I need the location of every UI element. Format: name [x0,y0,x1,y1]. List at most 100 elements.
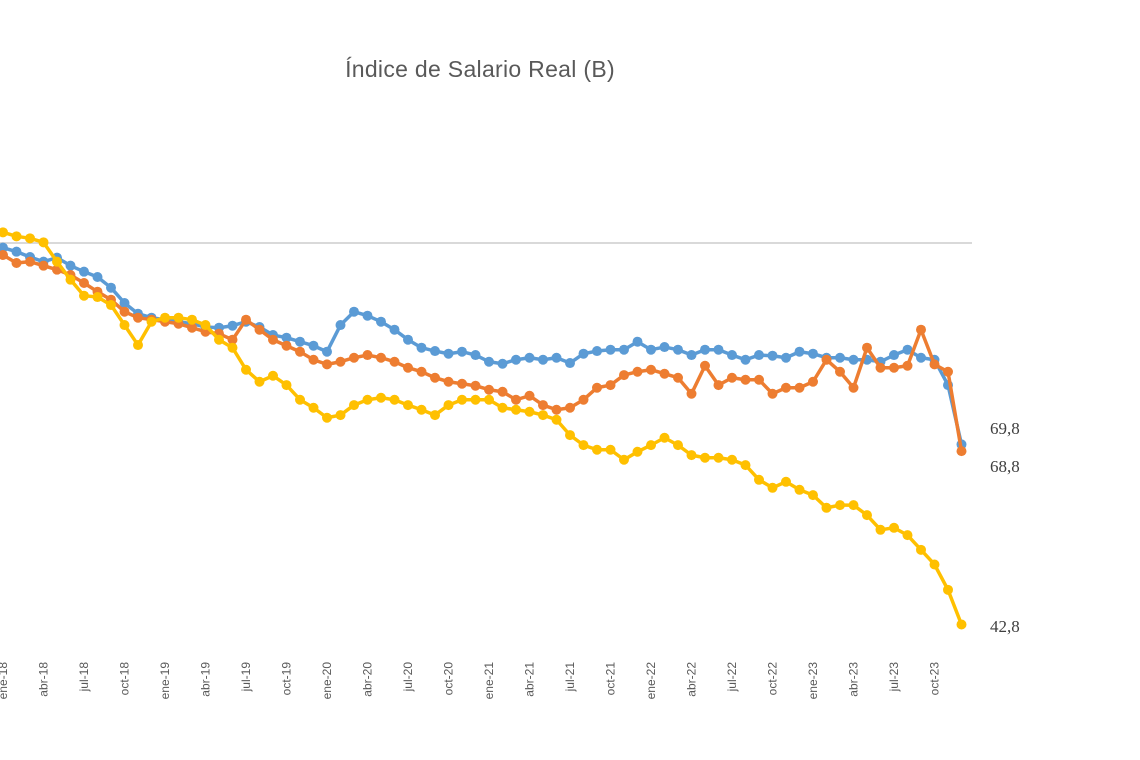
data-point-s2-33 [443,400,454,411]
data-point-s0-56 [754,350,764,361]
series-line-2 [2,230,964,626]
data-point-s0-22 [295,336,305,347]
data-point-s1-28 [376,352,386,363]
data-point-s1-6 [79,278,89,289]
data-point-s2-37 [497,402,508,413]
data-point-s1-43 [578,394,589,405]
data-point-s2-16 [214,334,224,345]
data-point-s1-27 [362,350,373,361]
data-point-s2-5 [65,274,76,285]
data-point-s1-38 [511,394,521,405]
data-point-s2-44 [592,444,602,455]
data-point-s2-22 [295,394,305,405]
data-point-s2-45 [605,444,616,455]
data-point-s0-58 [781,352,791,363]
x-tick-label: ene-23 [806,662,820,700]
data-point-s1-54 [727,372,737,383]
data-point-s2-60 [808,490,818,501]
data-point-s0-29 [389,324,400,335]
data-point-s1-61 [821,354,832,365]
data-point-s0-54 [727,350,737,361]
data-point-s2-1 [11,231,22,242]
data-point-s0-37 [497,358,508,369]
data-point-s2-36 [484,394,494,405]
data-point-s2-63 [848,500,859,511]
data-point-s2-66 [889,522,899,533]
data-point-s1-31 [416,366,427,377]
data-point-s2-59 [794,484,805,495]
data-point-s2-4 [52,256,62,267]
x-tick-label: oct-19 [280,662,294,696]
data-point-s2-43 [578,440,589,451]
data-point-s0-36 [484,356,494,367]
data-point-s1-9 [119,306,130,317]
x-tick-label: jul-21 [563,662,577,693]
data-point-s0-43 [578,348,589,359]
data-point-s1-34 [457,378,467,389]
data-point-s0-21 [281,332,292,343]
data-point-s2-69 [929,559,940,570]
data-point-s1-50 [673,372,683,383]
data-point-s0-62 [835,352,845,363]
data-point-s2-39 [524,406,535,417]
data-point-s2-40 [538,410,548,421]
x-tick-label: jul-20 [401,662,415,693]
data-point-s2-47 [632,446,643,457]
data-point-s1-53 [713,380,724,391]
data-point-s2-15 [200,320,211,331]
data-point-s0-27 [362,310,373,321]
data-point-s1-18 [241,314,251,325]
data-point-s0-1 [11,246,22,257]
data-point-s2-24 [322,412,332,423]
data-point-s2-6 [79,290,89,301]
data-point-s0-41 [551,352,562,363]
data-point-s0-9 [119,298,130,309]
data-point-s0-42 [565,358,575,369]
x-tick-label: abr-23 [847,662,861,697]
data-point-s0-63 [848,354,859,365]
data-point-s2-35 [470,394,481,405]
data-point-s2-31 [416,404,427,415]
data-point-s2-8 [106,300,116,311]
data-point-s1-69 [929,359,940,370]
data-point-s2-20 [268,370,278,381]
data-point-s2-14 [187,314,197,325]
x-tick-label: jul-23 [887,662,901,693]
data-point-s0-35 [470,350,481,361]
data-point-s2-25 [335,410,346,421]
chart-title: Índice de Salario Real (B) [345,56,615,82]
x-tick-label: abr-19 [199,662,213,697]
data-point-s1-67 [902,360,913,371]
data-point-s1-62 [835,366,845,377]
data-point-s2-10 [133,340,143,351]
x-tick-label: abr-21 [523,662,537,697]
data-point-s0-49 [659,342,670,353]
data-point-s2-30 [403,400,413,411]
data-point-s1-20 [268,334,278,345]
data-point-s1-42 [565,402,575,413]
data-point-s1-40 [538,400,548,411]
data-point-s1-48 [646,364,656,375]
data-point-s1-59 [794,382,805,393]
data-point-s0-60 [808,348,818,359]
x-tick-label: abr-18 [37,662,51,697]
data-point-s2-2 [25,233,35,244]
end-value-label: 68,8 [990,457,1020,476]
data-point-s2-9 [119,320,130,331]
data-point-s1-52 [700,360,710,371]
data-point-s0-38 [511,354,521,365]
data-point-s1-33 [443,376,454,387]
x-tick-label: ene-18 [0,662,10,700]
data-point-s1-30 [403,362,413,373]
x-tick-label: jul-18 [77,662,91,693]
data-point-s0-5 [65,260,76,271]
data-point-s1-17 [227,334,238,345]
data-point-s2-28 [376,392,386,403]
data-point-s0-48 [646,344,656,355]
data-point-s2-62 [835,500,845,511]
data-point-s2-18 [241,364,251,375]
data-point-s2-51 [686,450,697,461]
data-point-s1-22 [295,346,305,357]
data-point-s0-53 [713,344,724,355]
data-point-s0-23 [308,340,319,351]
